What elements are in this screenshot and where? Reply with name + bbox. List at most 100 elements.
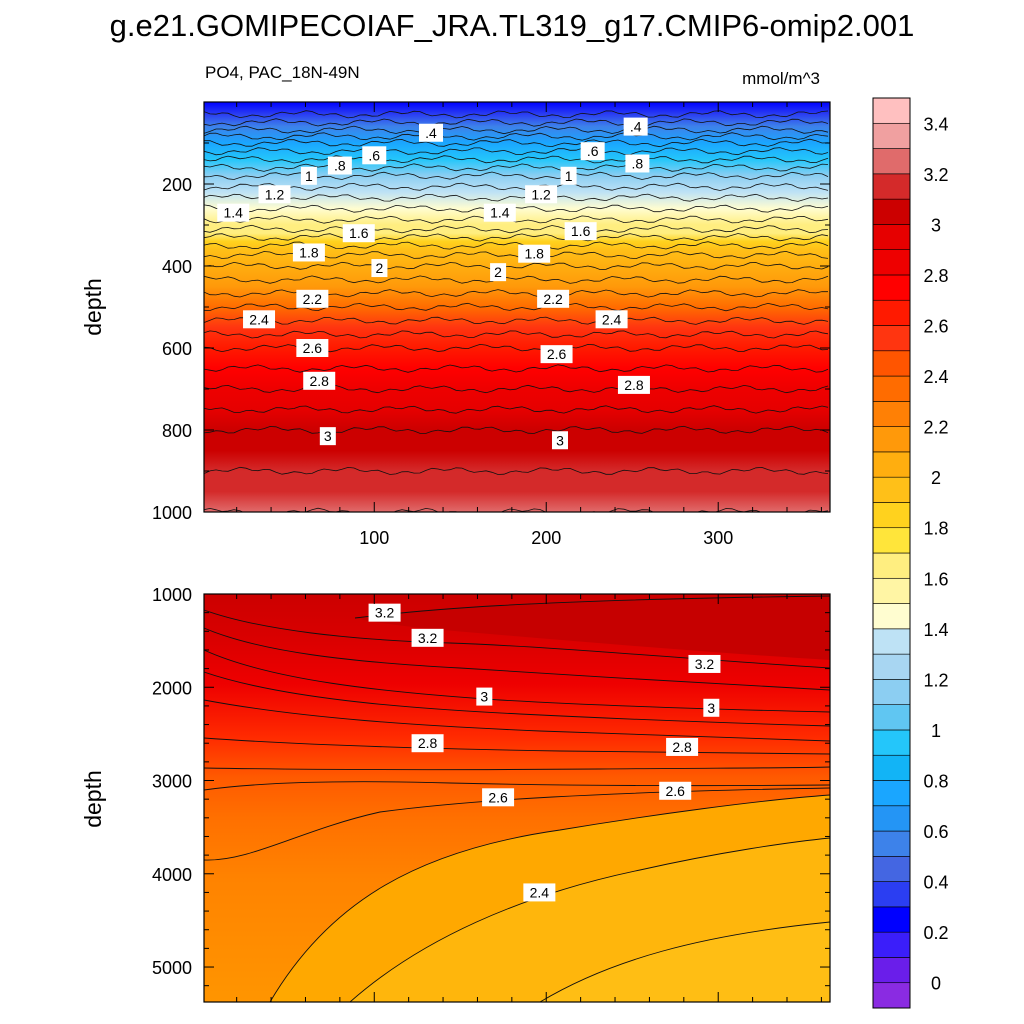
contour-label-box bbox=[368, 603, 401, 622]
contour-label: 2 bbox=[371, 259, 388, 278]
colorbar-label: 3.2 bbox=[923, 165, 948, 185]
colorbar-label: 0.2 bbox=[923, 923, 948, 943]
colorbar-label: 3.4 bbox=[923, 114, 948, 134]
contour-label-text: 2.8 bbox=[624, 377, 644, 393]
contour-label-box bbox=[419, 123, 444, 142]
colorbar-swatch bbox=[872, 97, 911, 124]
colorbar-label: 0.8 bbox=[923, 772, 948, 792]
contour-line-3.1 bbox=[204, 466, 829, 475]
colorbar-label: 1.4 bbox=[923, 620, 948, 640]
lower-y-axis-title: depth bbox=[80, 770, 106, 828]
contour-label-box bbox=[580, 142, 605, 161]
lower-depth-panel: 3.2 3.2 3.2 3 3 2.8 2.8 2.6 2.6 2.4 1000 2000 3000 4… bbox=[152, 585, 831, 1003]
chart-title: g.e21.GOMIPECOIAF_JRA.TL319_g17.CMIP6-om… bbox=[109, 8, 915, 43]
contour-label: 2.4 bbox=[523, 883, 556, 902]
contour-line-2.7 bbox=[204, 364, 829, 373]
contour-label-text: 2.8 bbox=[309, 373, 329, 389]
colorbar-swatch bbox=[872, 881, 911, 908]
contour-label: .4 bbox=[419, 123, 444, 142]
colorbar-swatch bbox=[872, 274, 911, 301]
contour-label: .6 bbox=[362, 146, 387, 165]
colorbar-swatch bbox=[872, 350, 911, 377]
contour-label-text: 2.8 bbox=[672, 739, 692, 755]
colorbar-swatch bbox=[872, 502, 911, 529]
x-tick-label: 300 bbox=[703, 528, 733, 548]
contour-label-box bbox=[292, 243, 325, 262]
contour-line-1.7 bbox=[204, 233, 829, 242]
colorbar-swatch bbox=[872, 401, 911, 427]
colorbar-label: 1.6 bbox=[923, 569, 948, 589]
contour-line-2.3 bbox=[539, 921, 830, 1002]
contour-label: 1.8 bbox=[518, 244, 551, 263]
contour-label-text: 2.8 bbox=[418, 735, 438, 751]
colorbar-label: 1 bbox=[931, 721, 941, 741]
contour-line-0.4 bbox=[204, 118, 829, 127]
colorbar-label: 2 bbox=[931, 468, 941, 488]
contour-line-2.9 bbox=[204, 405, 829, 414]
contour-label: .8 bbox=[625, 154, 650, 173]
upper-y-axis-title: depth bbox=[80, 278, 106, 336]
x-tick-label: 100 bbox=[359, 528, 389, 548]
contour-label-box bbox=[243, 310, 276, 329]
colorbar-label: 3 bbox=[931, 215, 941, 235]
contour-label-box bbox=[617, 375, 650, 394]
contour-label-text: 1.8 bbox=[299, 244, 319, 260]
contour-label: 1.6 bbox=[342, 224, 375, 243]
contour-label-text: 2.6 bbox=[547, 346, 567, 362]
contour-label: 2.6 bbox=[659, 781, 692, 800]
contour-label-text: .6 bbox=[587, 143, 599, 159]
x-tick-label: 200 bbox=[531, 528, 561, 548]
colorbar-swatch bbox=[872, 780, 911, 807]
contour-line-0.6 bbox=[204, 132, 829, 141]
contour-label-box bbox=[703, 698, 720, 717]
colorbar-swatch bbox=[872, 476, 911, 503]
contour-line-2.7 bbox=[204, 781, 830, 791]
contour-label-text: 2.4 bbox=[602, 311, 622, 327]
y-tick-label: 2000 bbox=[152, 678, 192, 698]
contour-line-3.2 bbox=[204, 507, 829, 512]
colorbar-swatch bbox=[872, 603, 911, 630]
contour-line-0.8 bbox=[204, 147, 829, 156]
contour-line-0.9 bbox=[204, 155, 829, 164]
contour-label-text: 1.2 bbox=[531, 186, 551, 202]
colorbar-swatch bbox=[872, 122, 911, 149]
contour-line-1.6 bbox=[204, 224, 829, 234]
contour-line-2.4 bbox=[349, 837, 830, 1002]
contour-label-box bbox=[482, 788, 515, 807]
contour-label-box bbox=[258, 185, 291, 204]
lower-region-2.1 bbox=[540, 922, 830, 1002]
contour-label-box bbox=[303, 371, 336, 390]
contour-label-text: 1.4 bbox=[490, 205, 510, 221]
contour-label-box bbox=[327, 156, 352, 175]
contour-label-text: 3 bbox=[324, 428, 332, 444]
contour-line-2.4 bbox=[204, 316, 829, 325]
contour-label-box bbox=[300, 166, 317, 185]
colorbar-swatch bbox=[872, 906, 911, 933]
contour-label: .4 bbox=[623, 117, 648, 136]
contour-label-text: 1.2 bbox=[265, 186, 285, 202]
colorbar-swatch bbox=[872, 325, 911, 352]
contour-line-1.5 bbox=[204, 215, 829, 224]
variable-region-label: PO4, PAC_18N-49N bbox=[205, 63, 360, 82]
contour-line-2.0 bbox=[204, 261, 829, 270]
contour-label-text: .6 bbox=[368, 147, 380, 163]
contour-line-2.9 bbox=[204, 699, 830, 742]
contour-label: 3 bbox=[551, 431, 568, 450]
y-tick-label: 4000 bbox=[152, 865, 192, 885]
contour-label-box bbox=[523, 883, 556, 902]
contour-label: 2 bbox=[490, 263, 507, 282]
contour-label-text: .4 bbox=[630, 119, 642, 135]
contour-label-box bbox=[659, 781, 692, 800]
y-tick-label: 5000 bbox=[152, 958, 192, 978]
contour-line-3.0 bbox=[204, 425, 829, 434]
contour-label-box bbox=[217, 203, 250, 222]
contour-label: .6 bbox=[580, 142, 605, 161]
contour-label-text: 2.2 bbox=[303, 291, 323, 307]
contour-label-box bbox=[595, 310, 628, 329]
contour-label-text: 3.2 bbox=[695, 656, 715, 672]
contour-line-2.3 bbox=[204, 302, 829, 312]
contour-label-box bbox=[537, 289, 570, 308]
contour-label: 3.2 bbox=[368, 603, 401, 622]
contour-label: 3.2 bbox=[411, 628, 444, 647]
colorbar-label: 2.8 bbox=[923, 266, 948, 286]
